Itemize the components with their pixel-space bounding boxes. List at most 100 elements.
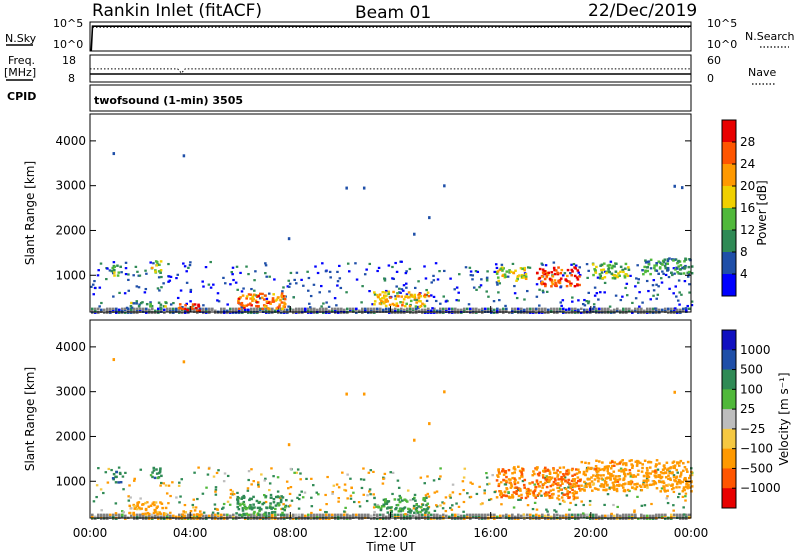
echo-cell — [654, 474, 657, 477]
ground-scatter-cell — [568, 513, 571, 517]
scatter-cell — [433, 509, 437, 512]
ground-scatter-cell — [580, 311, 583, 314]
echo-cell — [521, 267, 524, 270]
scatter-cell — [286, 285, 290, 288]
echo-cell — [137, 501, 141, 504]
echo-cell — [413, 296, 417, 300]
echo-cell — [156, 476, 160, 480]
echo-cell — [265, 300, 269, 303]
echo-cell — [265, 506, 269, 510]
echo-cell — [157, 270, 161, 273]
ground-scatter-cell — [589, 307, 592, 311]
scatter-cell — [112, 295, 115, 298]
ground-scatter-cell — [631, 309, 634, 312]
scatter-cell — [619, 298, 623, 302]
scatter-cell — [189, 288, 193, 292]
scatter-cell — [250, 483, 253, 486]
echo-cell — [598, 460, 601, 463]
ground-scatter-cell — [202, 307, 205, 311]
ground-scatter-cell — [283, 308, 286, 311]
scatter-cell — [159, 481, 163, 485]
scatter-cell — [95, 495, 98, 499]
echo-cell — [621, 459, 624, 462]
scatter-cell — [366, 494, 369, 497]
echo-cell — [422, 508, 426, 511]
echo-cell — [623, 475, 627, 478]
echo-cell — [502, 473, 506, 476]
echo-cell — [607, 266, 611, 269]
ground-scatter-cell — [655, 513, 658, 517]
ground-scatter-cell — [613, 514, 616, 517]
ground-scatter-cell — [250, 513, 253, 517]
scatter-cell — [595, 487, 598, 491]
echo-cell — [249, 503, 252, 507]
echo-cell — [684, 479, 688, 482]
echo-cell — [541, 476, 545, 479]
echo-cell — [249, 293, 253, 296]
echo-cell — [154, 510, 157, 514]
echo-cell — [676, 270, 679, 274]
echo-cell — [266, 307, 270, 310]
isolated-echo — [673, 184, 676, 188]
echo-cell — [626, 472, 630, 476]
echo-cell — [401, 301, 405, 304]
ground-scatter-cell — [112, 515, 115, 518]
scatter-cell — [478, 485, 481, 488]
ground-scatter-cell — [400, 307, 403, 311]
echo-cell — [646, 265, 650, 269]
echo-cell — [145, 302, 149, 306]
echo-cell — [114, 475, 117, 479]
scatter-cell — [443, 269, 446, 273]
echo-cell — [570, 274, 573, 277]
echo-cell — [617, 469, 621, 472]
echo-cell — [615, 487, 619, 491]
ground-scatter-cell — [352, 513, 355, 517]
scatter-cell — [673, 272, 676, 275]
velocity-colorbar-swatch — [722, 488, 736, 509]
ground-scatter-cell — [142, 307, 145, 311]
echo-cell — [139, 301, 143, 305]
scatter-cell — [96, 274, 100, 277]
echo-cell — [522, 483, 526, 487]
echo-cell — [378, 293, 382, 296]
scatter-cell — [684, 492, 688, 495]
echo-cell — [555, 471, 558, 475]
echo-cell — [268, 506, 272, 509]
echo-cell — [662, 464, 666, 468]
scatter-cell — [289, 485, 293, 489]
echo-cell — [624, 262, 628, 266]
scatter-cell — [144, 269, 147, 272]
velocity-panel-frame — [89, 319, 692, 519]
scatter-cell — [350, 486, 353, 489]
ground-scatter-cell — [397, 308, 400, 311]
scatter-cell — [439, 504, 442, 507]
echo-cell — [644, 261, 648, 264]
echo-cell — [515, 486, 518, 489]
echo-cell — [568, 490, 571, 494]
echo-cell — [412, 504, 416, 508]
echo-cell — [595, 469, 598, 473]
scatter-cell — [191, 503, 195, 507]
echo-cell — [675, 468, 679, 472]
nsearch-label: N.Search — [745, 30, 795, 43]
ground-scatter-cell — [616, 513, 619, 517]
echo-cell — [684, 258, 687, 261]
echo-cell — [497, 484, 501, 488]
echo-cell — [666, 468, 670, 471]
scatter-cell — [624, 286, 627, 290]
echo-cell — [573, 482, 577, 486]
echo-cell — [141, 512, 145, 516]
echo-cell — [380, 299, 383, 303]
echo-cell — [613, 488, 616, 491]
scatter-cell — [307, 289, 310, 292]
echo-cell — [549, 484, 553, 488]
echo-cell — [162, 305, 166, 308]
echo-cell — [649, 272, 652, 276]
ground-scatter-cell — [625, 513, 628, 517]
echo-cell — [663, 258, 667, 261]
ground-scatter-cell — [343, 308, 346, 311]
scatter-cell — [336, 270, 339, 274]
scatter-cell — [419, 476, 423, 479]
scatter-cell — [229, 492, 233, 496]
echo-cell — [550, 496, 554, 499]
